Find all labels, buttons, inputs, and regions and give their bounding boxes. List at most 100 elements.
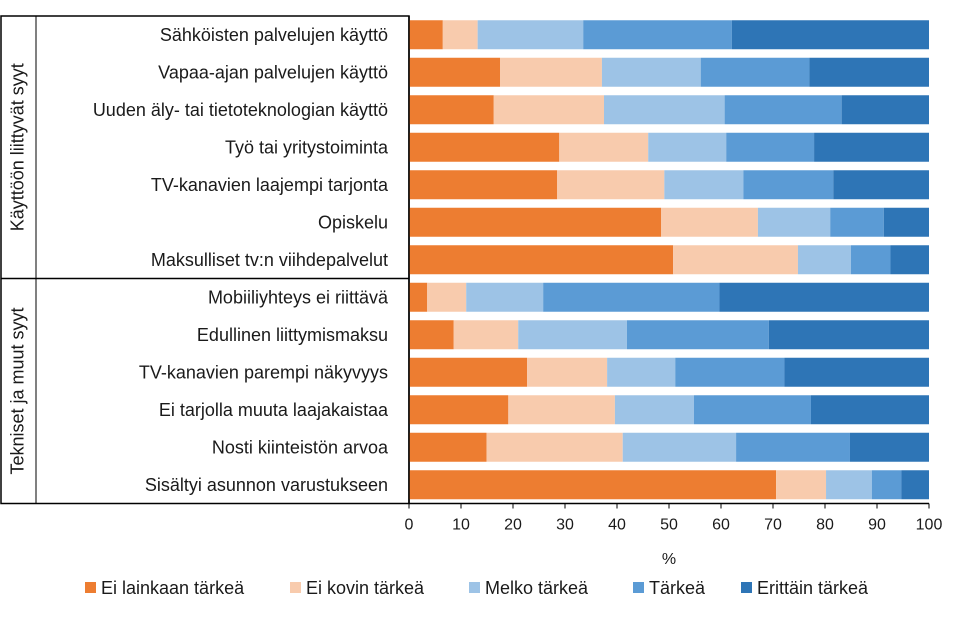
- bar-segment: [453, 320, 519, 350]
- x-axis-title: %: [662, 551, 676, 568]
- bar-segment: [583, 20, 732, 50]
- bar-segment: [768, 320, 929, 350]
- x-axis: 0 10 20 30 40 50 60 70 80 90 100: [405, 16, 943, 534]
- bar-segment: [543, 282, 720, 312]
- category-label: TV-kanavien parempi näkyvyys: [139, 362, 388, 382]
- category-label: Maksulliset tv:n viihdepalvelut: [151, 250, 388, 270]
- group-label: Käyttöön liittyvät syyt: [8, 63, 28, 231]
- bar-segment: [700, 57, 810, 87]
- bar-segment: [409, 20, 443, 50]
- x-tick-label: 70: [764, 517, 782, 534]
- x-tick-label: 90: [868, 517, 886, 534]
- x-tick-label: 80: [816, 517, 834, 534]
- category-label: Edullinen liittymismaksu: [197, 325, 388, 345]
- legend-label: Tärkeä: [649, 578, 706, 598]
- group-label: Tekniset ja muut syyt: [8, 307, 28, 474]
- bar-segment: [797, 245, 851, 275]
- bar-segment: [849, 432, 929, 462]
- bar-segment: [719, 282, 929, 312]
- bar-segment: [500, 57, 602, 87]
- x-tick-label: 10: [452, 517, 470, 534]
- bar-segment: [604, 95, 725, 125]
- category-label: Vapaa-ajan palvelujen käyttö: [158, 62, 388, 82]
- bars: [409, 20, 929, 500]
- category-label: Ei tarjolla muuta laajakaistaa: [159, 400, 389, 420]
- bar-segment: [409, 245, 674, 275]
- bar-segment: [409, 170, 558, 200]
- bar-segment: [736, 432, 850, 462]
- bar-segment: [466, 282, 544, 312]
- x-tick-label: 20: [504, 517, 522, 534]
- legend-label: Ei lainkaan tärkeä: [101, 578, 245, 598]
- bar-segment: [508, 395, 615, 425]
- category-label: Nosti kiinteistön arvoa: [212, 437, 389, 457]
- bar-segment: [559, 132, 649, 162]
- legend-label: Melko tärkeä: [485, 578, 589, 598]
- bar-segment: [757, 207, 831, 237]
- bar-segment: [527, 357, 608, 387]
- bar-segment: [409, 432, 487, 462]
- bar-segment: [810, 395, 929, 425]
- bar-segment: [518, 320, 627, 350]
- bar-segment: [601, 57, 701, 87]
- bar-segment: [890, 245, 929, 275]
- bar-segment: [776, 470, 827, 500]
- bar-segment: [626, 320, 769, 350]
- bar-segment: [477, 20, 584, 50]
- category-label: TV-kanavien laajempi tarjonta: [151, 175, 389, 195]
- legend-swatch: [469, 582, 480, 593]
- x-tick-label: 60: [712, 517, 730, 534]
- bar-segment: [724, 95, 842, 125]
- bar-segment: [409, 207, 662, 237]
- x-tick-label: 50: [660, 517, 678, 534]
- bar-segment: [675, 357, 785, 387]
- bar-segment: [841, 95, 929, 125]
- legend-label: Erittäin tärkeä: [757, 578, 869, 598]
- bar-segment: [851, 245, 891, 275]
- bar-segment: [614, 395, 694, 425]
- category-label: Sähköisten palvelujen käyttö: [160, 25, 388, 45]
- bar-segment: [409, 282, 428, 312]
- bar-segment: [409, 132, 560, 162]
- bar-segment: [661, 207, 758, 237]
- bar-segment: [731, 20, 929, 50]
- bar-segment: [607, 357, 676, 387]
- category-labels: Sähköisten palvelujen käyttö Vapaa-ajan p…: [93, 25, 389, 495]
- legend-label: Ei kovin tärkeä: [306, 578, 425, 598]
- bar-segment: [826, 470, 872, 500]
- bar-segment: [664, 170, 744, 200]
- category-label: Opiskelu: [318, 212, 388, 232]
- bar-segment: [883, 207, 929, 237]
- group-labels: Käyttöön liittyvät syyt Tekniset ja muut …: [8, 63, 28, 474]
- x-tick-label: 0: [405, 517, 414, 534]
- bar-segment: [409, 395, 509, 425]
- bar-segment: [743, 170, 834, 200]
- bar-segment: [830, 207, 884, 237]
- bar-segment: [409, 357, 528, 387]
- bar-segment: [409, 57, 500, 87]
- bar-segment: [673, 245, 798, 275]
- x-tick-label: 40: [608, 517, 626, 534]
- category-label: Työ tai yritystoiminta: [225, 137, 389, 157]
- bar-segment: [557, 170, 665, 200]
- x-tick-label: 100: [916, 517, 943, 534]
- bar-segment: [833, 170, 929, 200]
- legend-swatch: [741, 582, 752, 593]
- bar-segment: [409, 95, 494, 125]
- category-label: Uuden äly- tai tietoteknologian käyttö: [93, 100, 388, 120]
- bar-segment: [409, 320, 454, 350]
- bar-segment: [409, 470, 777, 500]
- bar-segment: [442, 20, 478, 50]
- legend-swatch: [85, 582, 96, 593]
- bar-segment: [427, 282, 467, 312]
- bar-segment: [493, 95, 604, 125]
- bar-segment: [809, 57, 929, 87]
- bar-segment: [871, 470, 902, 500]
- bar-segment: [784, 357, 929, 387]
- bar-segment: [726, 132, 815, 162]
- category-label: Sisältyi asunnon varustukseen: [145, 475, 388, 495]
- bar-segment: [901, 470, 929, 500]
- bar-segment: [486, 432, 623, 462]
- bar-segment: [622, 432, 737, 462]
